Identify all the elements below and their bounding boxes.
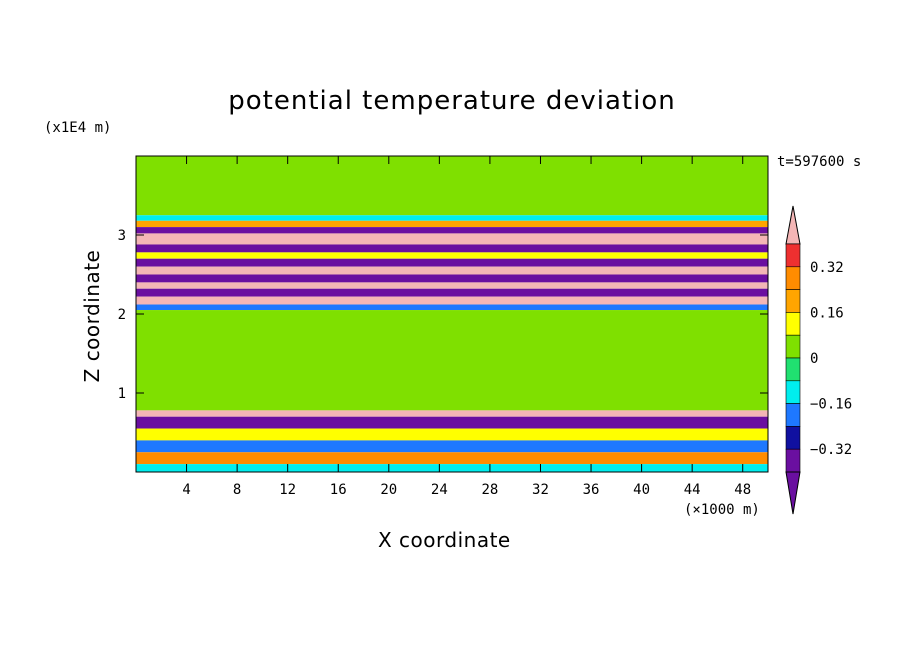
x-axis-label: X coordinate [378, 528, 511, 552]
field-band-3 [136, 227, 768, 234]
colorbar-swatch-1 [785, 266, 801, 290]
colorbar-swatch-3 [785, 312, 801, 336]
x-tick-label-11: 48 [734, 482, 751, 498]
colorbar-label-2: 0 [810, 351, 818, 367]
x-axis-ticks: 4 8 12 16 20 24 28 32 36 40 44 48 [182, 156, 751, 498]
colorbar-swatch-4 [785, 334, 801, 359]
field-band-19 [136, 452, 768, 465]
field-band-20 [136, 464, 768, 472]
field-band-14 [136, 310, 768, 411]
field-band-0 [136, 156, 768, 216]
colorbar-swatch-8 [785, 426, 801, 450]
x-tick-label-1: 8 [233, 482, 241, 498]
colorbar-label-1: 0.16 [810, 305, 844, 321]
y-axis-ticks: 1 2 3 [118, 228, 768, 402]
colorbar-under-triangle [785, 471, 801, 515]
heatmap-field [136, 156, 768, 472]
field-band-15 [136, 410, 768, 417]
colorbar-swatch-9 [785, 448, 801, 473]
chart-title: potential temperature deviation [228, 86, 676, 116]
field-band-5 [136, 244, 768, 253]
field-band-10 [136, 282, 768, 289]
x-tick-label-4: 20 [380, 482, 397, 498]
field-band-11 [136, 288, 768, 297]
field-band-9 [136, 274, 768, 283]
field-band-7 [136, 258, 768, 267]
colorbar-swatch-0 [785, 243, 801, 268]
field-band-13 [136, 304, 768, 311]
colorbar-swatch-7 [785, 403, 801, 427]
x-tick-label-2: 12 [279, 482, 296, 498]
field-band-4 [136, 233, 768, 245]
colorbar-label-4: −0.32 [810, 442, 852, 458]
x-tick-label-6: 28 [481, 482, 498, 498]
field-band-6 [136, 252, 768, 259]
field-band-18 [136, 440, 768, 453]
field-band-2 [136, 220, 768, 228]
colorbar: 0.32 0.16 0 −0.16 −0.32 [785, 205, 852, 515]
field-band-17 [136, 428, 768, 441]
field-band-12 [136, 296, 768, 305]
colorbar-swatch-2 [785, 289, 801, 313]
x-tick-label-3: 16 [330, 482, 347, 498]
colorbar-swatch-6 [785, 380, 801, 404]
field-band-1 [136, 215, 768, 221]
colorbar-swatch-5 [785, 357, 801, 382]
x-axis-unit: (×1000 m) [684, 502, 760, 518]
x-tick-label-0: 4 [182, 482, 190, 498]
y-tick-label-0: 1 [118, 386, 126, 402]
field-band-16 [136, 416, 768, 429]
x-tick-label-8: 36 [583, 482, 600, 498]
y-axis-unit: (x1E4 m) [44, 120, 112, 136]
colorbar-label-0: 0.32 [810, 260, 844, 276]
x-tick-label-9: 40 [633, 482, 650, 498]
x-tick-label-7: 32 [532, 482, 549, 498]
colorbar-label-3: −0.16 [810, 397, 852, 413]
y-tick-label-2: 3 [118, 228, 126, 244]
time-label: t=597600 s [777, 154, 862, 170]
field-band-8 [136, 266, 768, 275]
x-tick-label-5: 24 [431, 482, 448, 498]
colorbar-over-triangle [785, 205, 801, 245]
x-tick-label-10: 44 [684, 482, 701, 498]
y-tick-label-1: 2 [118, 307, 126, 323]
